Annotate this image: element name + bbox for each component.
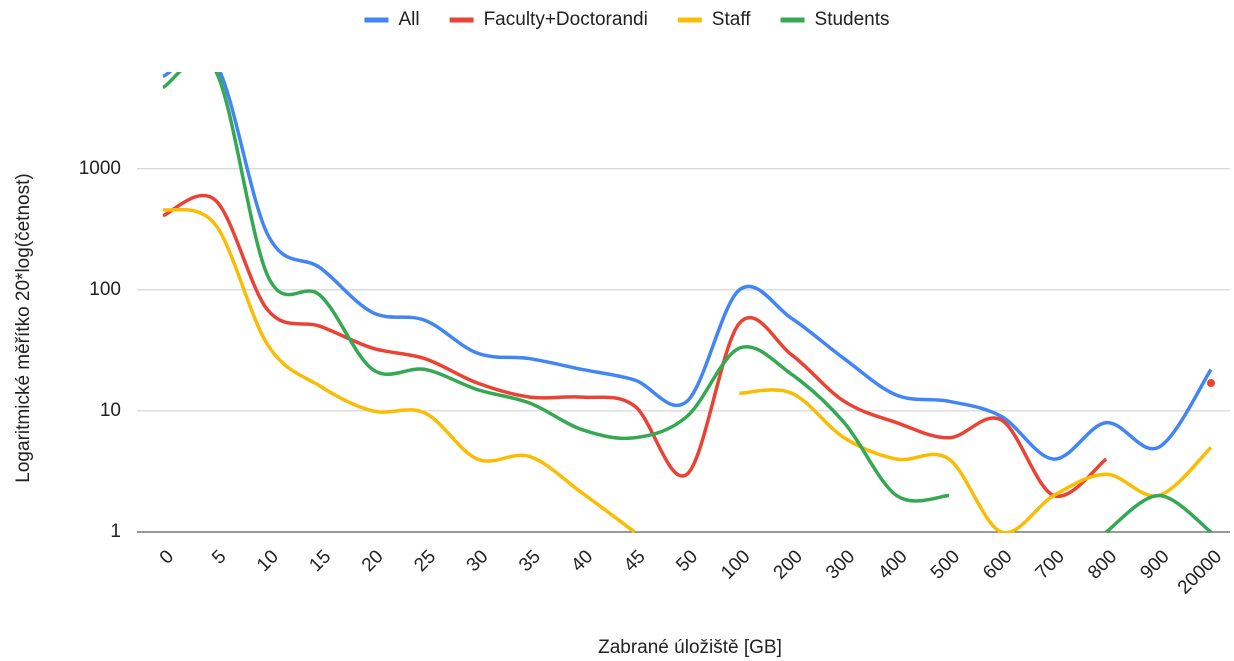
x-tick-label: 600	[979, 546, 1016, 583]
legend-label: Staff	[712, 9, 751, 30]
x-tick-label: 15	[305, 546, 335, 576]
x-tick-label: 25	[410, 546, 440, 576]
legend-label: Students	[815, 9, 890, 30]
x-tick-label: 10	[253, 546, 283, 576]
x-tick-label: 700	[1032, 546, 1069, 583]
series-line	[162, 72, 1213, 461]
x-tick-label: 45	[620, 546, 650, 576]
x-tick-label: 35	[515, 546, 545, 576]
series-line	[1105, 493, 1213, 533]
x-tick-label: 5	[208, 546, 230, 568]
x-tick-label: 20	[358, 546, 388, 576]
x-tick-label: 200	[770, 546, 807, 583]
y-tick-label: 1000	[79, 158, 121, 179]
x-tick-label: 400	[874, 546, 911, 583]
series-line	[162, 72, 950, 503]
x-tick-label: 100	[717, 546, 754, 583]
legend-label: All	[398, 9, 419, 30]
x-tick-label: 300	[822, 546, 859, 583]
y-tick-label: 100	[89, 279, 121, 300]
data-point	[1207, 379, 1215, 388]
x-axis-label: Zabrané úložiště [GB]	[598, 637, 782, 658]
y-axis-label: Logaritmické měřítko 20*log(četnost)	[13, 173, 34, 482]
x-tick-label: 0	[156, 546, 178, 568]
y-tick-label: 10	[100, 400, 121, 421]
x-tick-label: 40	[567, 546, 597, 576]
x-tick-label: 800	[1084, 546, 1121, 583]
series-line	[739, 388, 1213, 533]
y-tick-label: 1	[110, 521, 121, 542]
x-tick-label: 900	[1136, 546, 1173, 583]
x-tick-label: 500	[927, 546, 964, 583]
legend-label: Faculty+Doctorandi	[484, 9, 648, 30]
x-tick-label: 20000	[1174, 546, 1226, 598]
x-tick-label: 30	[463, 546, 493, 576]
series-line	[162, 207, 636, 533]
x-tick-label: 50	[672, 546, 702, 576]
series-line	[162, 193, 1108, 498]
